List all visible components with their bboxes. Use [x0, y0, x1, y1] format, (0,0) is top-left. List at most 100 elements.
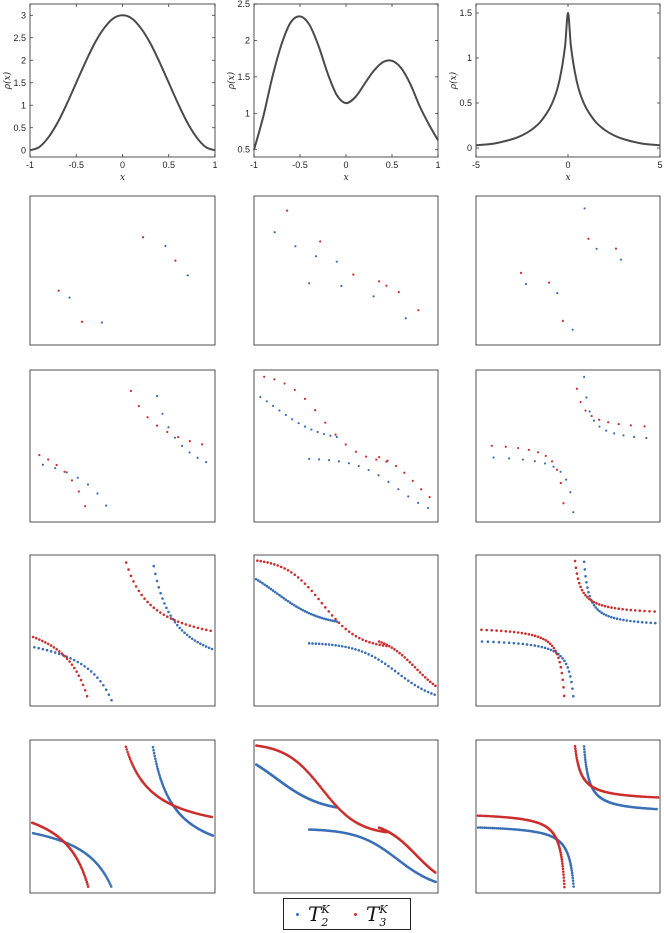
point-t3k: [398, 651, 401, 655]
point-t3k: [559, 853, 563, 857]
point-t2k: [377, 474, 380, 477]
point-t3k: [400, 653, 404, 657]
scatter-panel-r2-c1: [29, 195, 216, 346]
point-t3k: [378, 643, 381, 647]
point-t2k: [357, 649, 361, 652]
point-t2k: [157, 772, 161, 775]
point-t3k: [476, 814, 480, 817]
point-t2k: [413, 683, 417, 687]
point-t2k: [163, 602, 166, 605]
point-t3k: [533, 634, 537, 638]
point-t2k: [569, 675, 572, 678]
point-t3k: [124, 561, 128, 564]
scatter-panel-r3-c1: [29, 369, 216, 523]
point-t2k: [83, 665, 86, 668]
point-t2k: [596, 608, 599, 611]
point-t3k: [408, 660, 412, 664]
point-t2k: [105, 504, 108, 507]
point-t2k: [570, 869, 574, 872]
point-t2k: [479, 826, 482, 829]
scatter-panel-r2-c3: [475, 195, 661, 346]
point-t3k: [314, 409, 317, 412]
point-t3k: [490, 444, 493, 447]
point-t2k: [645, 621, 648, 624]
point-t3k: [313, 593, 317, 597]
point-t3k: [49, 644, 53, 647]
point-t2k: [476, 826, 480, 829]
point-t3k: [266, 561, 269, 564]
point-t3k: [126, 750, 129, 754]
axes-frame: [253, 739, 439, 894]
point-t2k: [154, 572, 157, 576]
point-t2k: [269, 587, 273, 591]
point-t2k: [180, 629, 184, 632]
point-t2k: [333, 619, 336, 623]
point-t2k: [615, 617, 619, 621]
point-t2k: [207, 646, 211, 650]
point-t3k: [129, 389, 133, 393]
point-t2k: [293, 603, 296, 607]
point-t2k: [592, 603, 596, 607]
point-t2k: [265, 400, 268, 403]
point-t3k: [621, 607, 624, 611]
point-t3k: [256, 559, 259, 562]
point-t3k: [300, 579, 303, 582]
y-tick-label: 2: [245, 35, 250, 45]
point-t3k: [279, 565, 283, 569]
y-axis-label: ρ(x): [2, 71, 13, 90]
y-tick-label: 1: [245, 108, 250, 118]
point-t2k: [340, 644, 344, 648]
point-t2k: [521, 458, 524, 461]
point-t3k: [597, 603, 601, 606]
point-t2k: [569, 491, 572, 494]
point-t2k: [318, 616, 322, 619]
point-t2k: [372, 295, 375, 298]
point-t3k: [38, 453, 41, 457]
point-t2k: [284, 598, 288, 601]
scatter-panel-r3-c2: [253, 369, 439, 523]
point-t2k: [492, 640, 495, 644]
axes-frame: [475, 739, 661, 894]
point-t3k: [38, 638, 41, 641]
point-t2k: [489, 826, 493, 830]
x-tick-label: 1: [212, 160, 217, 170]
point-t2k: [607, 614, 610, 618]
point-t2k: [159, 591, 162, 595]
point-t2k: [572, 694, 575, 698]
point-t2k: [572, 885, 575, 888]
point-t3k: [377, 640, 381, 643]
point-t2k: [301, 608, 305, 612]
point-t2k: [540, 645, 544, 649]
point-t2k: [407, 495, 410, 498]
point-t3k: [629, 608, 633, 612]
point-t3k: [293, 388, 296, 391]
point-t3k: [547, 281, 551, 284]
point-t3k: [536, 635, 540, 639]
point-t3k: [557, 656, 560, 660]
point-t3k: [590, 414, 593, 418]
point-t2k: [604, 613, 608, 617]
density-curve: [253, 15, 439, 150]
scatter-panel-r4-c1: [29, 554, 216, 707]
point-t2k: [598, 425, 601, 428]
point-t3k: [385, 284, 388, 287]
point-t2k: [380, 660, 384, 663]
point-t2k: [299, 607, 303, 611]
point-t3k: [188, 624, 192, 627]
point-t2k: [543, 646, 547, 650]
point-t3k: [127, 568, 130, 571]
point-t3k: [46, 642, 50, 646]
x-tick-label: 1: [435, 160, 440, 170]
point-t3k: [550, 644, 554, 648]
x-axis-label: x: [343, 173, 348, 183]
point-t2k: [335, 260, 338, 263]
point-t3k: [559, 665, 563, 669]
point-t2k: [347, 646, 351, 649]
point-t3k: [388, 644, 391, 648]
point-t2k: [153, 754, 157, 758]
point-t3k: [629, 424, 632, 427]
point-t3k: [480, 814, 484, 818]
point-t3k: [413, 665, 417, 669]
y-tick-label: 0: [21, 145, 26, 155]
point-t3k: [417, 309, 420, 312]
